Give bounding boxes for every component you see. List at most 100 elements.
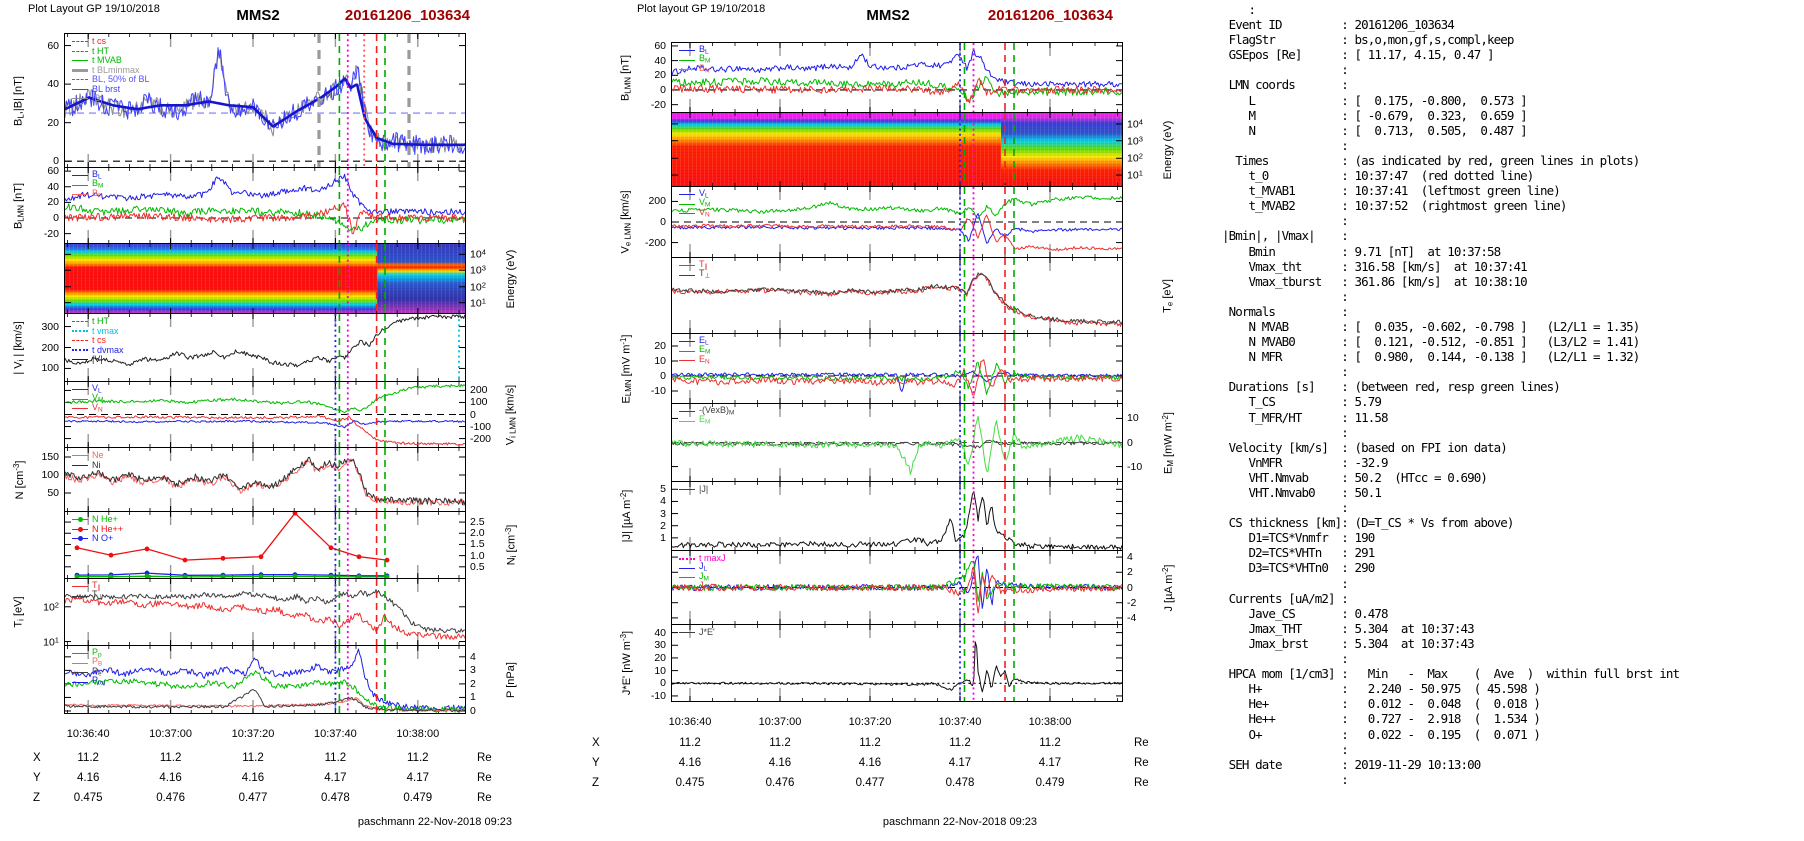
- legend-entry: BL, 50% of BL: [72, 74, 150, 85]
- legend-label: Ne: [92, 450, 104, 460]
- legend-label: N He++: [92, 523, 124, 534]
- coord-value: 11.2: [949, 737, 971, 749]
- y-tick-label: 2: [1127, 566, 1133, 579]
- legend-entry: JN: [679, 581, 726, 593]
- legend-entry: BL: [679, 44, 710, 56]
- legend-swatch: [72, 586, 88, 588]
- legend-swatch: [679, 360, 695, 362]
- y-tick-label: -10: [650, 689, 666, 702]
- legend-label: t maxJ: [699, 553, 726, 563]
- panel-canvas-v-e: [672, 187, 1122, 257]
- y-tick-label: 150: [41, 451, 59, 463]
- y-axis-right-label: P [nPa]: [505, 661, 517, 698]
- legend-entry: |V|: [72, 354, 124, 365]
- legend-label: JL: [699, 561, 708, 573]
- event-id-label: 20161206_103634: [344, 7, 470, 24]
- y-tick-label: 200: [470, 384, 488, 397]
- legend-entry: VN: [72, 401, 103, 414]
- legend-swatch: [72, 517, 88, 523]
- legend-label: t MVAB: [92, 55, 122, 65]
- panel-canvas-b-total: [65, 34, 465, 167]
- time-tick-label: 10:37:20: [231, 728, 275, 740]
- y-tick-label: 0.5: [470, 560, 485, 573]
- legend-swatch: [679, 489, 695, 491]
- legend-entry: N He++: [72, 523, 124, 535]
- legend-label: J*E': [699, 627, 715, 637]
- y-tick-label: 0: [53, 155, 59, 168]
- legend-label: VN: [92, 401, 103, 414]
- plot-title: MMS2: [236, 7, 280, 24]
- legend-swatch: [679, 194, 695, 196]
- legend-swatch: [72, 672, 88, 674]
- coord-value: 4.17: [1038, 757, 1062, 769]
- legend-swatch: [72, 398, 88, 400]
- coord-value: 0.476: [765, 777, 795, 789]
- coord-value: 11.2: [242, 752, 264, 764]
- legend-entry: JL: [679, 561, 726, 574]
- legend-label: VM: [699, 197, 711, 209]
- legend-swatch: [72, 526, 88, 532]
- legend-swatch: [679, 411, 695, 413]
- panel-canvas-exb-m: [672, 404, 1122, 481]
- legend-swatch: [679, 50, 695, 52]
- panel-canvas-density: [65, 448, 465, 511]
- legend-entry: EL: [679, 335, 710, 347]
- coord-value: 4.16: [768, 757, 792, 769]
- y-tick-label: 103: [1127, 134, 1143, 148]
- panel-canvas-b-lmn: [65, 168, 465, 243]
- legend-label: T⊥: [699, 268, 711, 280]
- time-tick-label: 10:36:40: [668, 716, 712, 728]
- time-tick-label: 10:38:00: [396, 728, 440, 740]
- panel-jdote: [671, 624, 1123, 702]
- coord-value: 11.2: [1039, 737, 1061, 749]
- legend-label: t HT: [92, 316, 109, 326]
- y-tick-label: 0: [660, 677, 666, 690]
- y-tick-label: 2.5: [470, 516, 485, 529]
- legend-label: |V|: [92, 354, 103, 364]
- legend-label: t cs: [92, 335, 107, 345]
- legend-swatch: [72, 194, 88, 196]
- y-tick-label: 20: [47, 196, 59, 209]
- legend-marker-dot: [77, 526, 83, 532]
- panel-canvas-jdote: [672, 625, 1122, 701]
- legend-swatch: [72, 349, 88, 352]
- panel-t-ion: [64, 578, 466, 646]
- coord-value: 11.2: [679, 737, 701, 749]
- coord-unit: Re: [1134, 777, 1149, 789]
- legend-label: BN: [699, 62, 710, 75]
- panel-pressure: [64, 645, 466, 714]
- coord-value: 0.477: [238, 792, 268, 804]
- legend-label: BN: [92, 187, 103, 200]
- panel-canvas-t-ion: [65, 579, 465, 645]
- legend-label: N O+: [92, 533, 114, 543]
- legend-swatch: [72, 175, 88, 177]
- y-tick-label: -200: [644, 236, 666, 249]
- legend-swatch: [679, 632, 695, 634]
- y-axis-label: BLMN [nT]: [12, 182, 26, 229]
- legend-label: BL: [92, 168, 102, 181]
- legend-label: BL, 50% of BL: [92, 74, 150, 84]
- legend-swatch: [679, 203, 695, 205]
- legend-label: N He+: [92, 514, 118, 524]
- y-tick-label: -100: [470, 420, 492, 433]
- legend-swatch: [679, 265, 695, 267]
- panel-e-spectrogram: [671, 112, 1123, 187]
- legend-swatch: [72, 184, 88, 186]
- y-tick-label: 4: [660, 495, 666, 508]
- legend-label: T∥: [92, 579, 101, 592]
- y-tick-label: 0: [660, 83, 666, 96]
- panel-density: [64, 447, 466, 512]
- panel-legend-t-e: T∥ T⊥: [679, 259, 711, 280]
- panel-legend-pressure: Pp PB Pe Ptot: [72, 647, 105, 687]
- legend-swatch: [72, 340, 88, 342]
- y-tick-label: 100: [41, 469, 59, 481]
- y-axis-right-label: Vi LMN [km/s]: [504, 384, 518, 445]
- y-tick-label: 30: [654, 639, 666, 652]
- legend-entry: PB: [72, 657, 105, 669]
- coord-row-label: Y: [592, 757, 600, 769]
- y-tick-label: 1: [660, 531, 666, 544]
- time-tick-label: 10:37:00: [758, 716, 802, 728]
- panel-b-lmn: [671, 42, 1123, 113]
- y-tick-label: 60: [47, 165, 59, 178]
- legend-entry: Ni: [72, 460, 104, 471]
